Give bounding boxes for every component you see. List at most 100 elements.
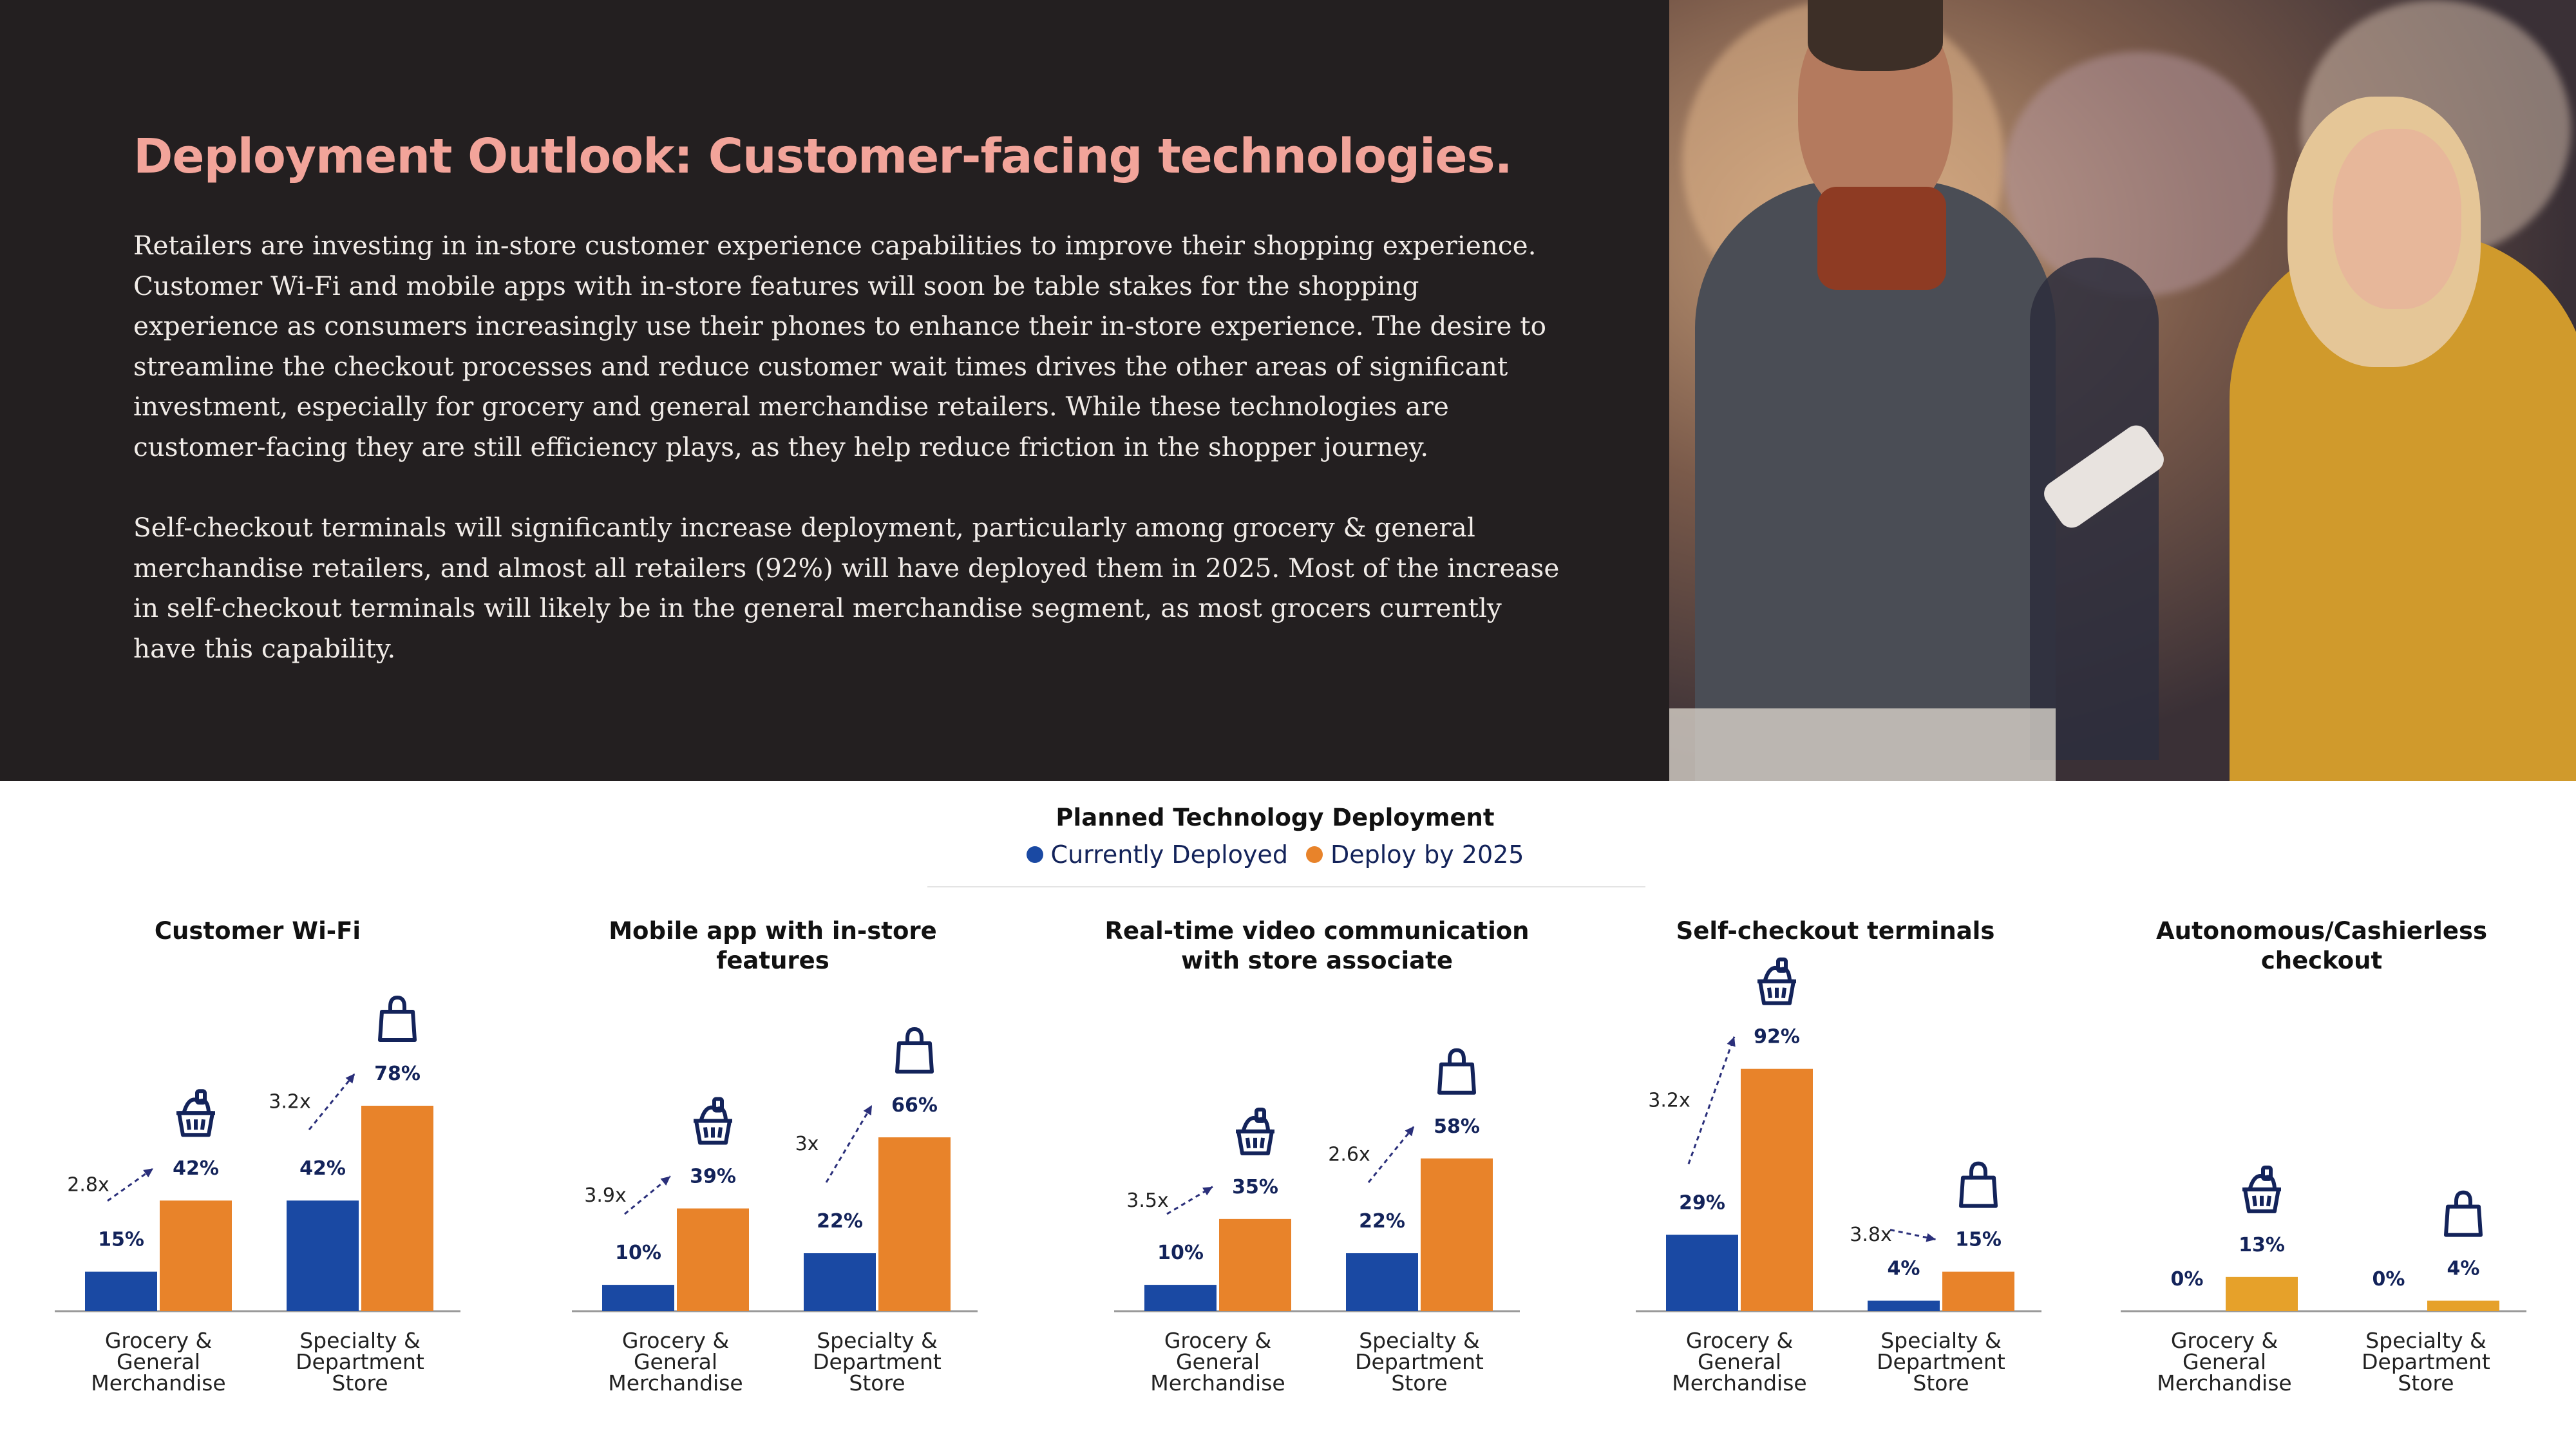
panel-title: Autonomous/Cashierless <box>2156 917 2487 945</box>
category-label: Grocery & <box>1686 1328 1793 1353</box>
shopping-bag-icon <box>378 995 417 1042</box>
shopping-bag-icon <box>1437 1048 1476 1095</box>
category-label: General <box>117 1349 200 1374</box>
category-label: Department <box>1355 1349 1484 1374</box>
bar-deploy <box>1942 1271 2014 1311</box>
value-label-deploy: 39% <box>690 1165 736 1188</box>
basket-icon <box>176 1089 215 1137</box>
category-label: Department <box>2362 1349 2490 1374</box>
value-label-current: 10% <box>615 1242 661 1264</box>
growth-arrowhead <box>863 1105 872 1116</box>
value-label-current: 22% <box>817 1210 863 1233</box>
legend-item-deploy: Deploy by 2025 <box>1305 840 1524 869</box>
category-label: General <box>1176 1349 1260 1374</box>
category-label: Merchandise <box>1150 1370 1285 1396</box>
shopping-bag-icon <box>895 1027 934 1074</box>
value-label-deploy: 35% <box>1232 1176 1278 1198</box>
growth-arrow <box>825 1104 873 1183</box>
shopping-bag-icon <box>1959 1161 1998 1208</box>
growth-multiplier: 3x <box>795 1133 819 1155</box>
growth-arrow <box>1367 1125 1416 1183</box>
growth-arrowhead <box>1727 1036 1736 1047</box>
panel-title: checkout <box>2261 947 2382 974</box>
growth-multiplier: 3.8x <box>1850 1224 1891 1246</box>
category-label: Store <box>1391 1370 1447 1396</box>
category-label: Specialty & <box>1880 1328 2002 1353</box>
legend-divider <box>927 886 1645 887</box>
growth-arrowhead <box>345 1073 355 1084</box>
growth-arrowhead <box>143 1168 153 1178</box>
panel-title: Mobile app with in-store <box>609 917 937 945</box>
growth-multiplier: 2.8x <box>67 1173 109 1196</box>
basket-icon <box>694 1097 732 1145</box>
value-label-deploy: 42% <box>173 1157 219 1180</box>
growth-multiplier: 3.2x <box>269 1091 310 1113</box>
value-label-current: 4% <box>1888 1258 1920 1280</box>
category-label: Merchandise <box>91 1370 225 1396</box>
category-label: Specialty & <box>1359 1328 1480 1353</box>
intro-paragraph: Retailers are investing in in-store cust… <box>133 230 1546 462</box>
legend-label-current: Currently Deployed <box>1050 840 1288 869</box>
legend-label-deploy: Deploy by 2025 <box>1330 840 1524 869</box>
page-title: Deployment Outlook: Customer-facing tech… <box>133 129 1513 184</box>
growth-multiplier: 3.9x <box>584 1184 626 1207</box>
growth-arrow <box>624 1175 671 1215</box>
category-label: General <box>634 1349 717 1374</box>
growth-arrowhead <box>1405 1126 1414 1137</box>
panel-title: with store associate <box>1181 947 1453 974</box>
value-label-deploy: 78% <box>374 1063 421 1085</box>
value-label-deploy: 66% <box>891 1094 938 1117</box>
growth-arrow <box>1687 1036 1736 1164</box>
value-label-deploy: 4% <box>2447 1258 2480 1280</box>
growth-arrow <box>308 1073 356 1131</box>
value-label-current: 29% <box>1679 1191 1725 1214</box>
category-label: Grocery & <box>2171 1328 2278 1353</box>
growth-arrowhead <box>1926 1233 1936 1242</box>
category-label: Store <box>332 1370 388 1396</box>
bar-current <box>1666 1235 1738 1311</box>
chart-title: Planned Technology Deployment <box>1056 804 1495 831</box>
bar-deploy <box>1421 1158 1493 1311</box>
legend-swatch-current <box>1026 846 1043 863</box>
bar-current <box>602 1285 674 1311</box>
bar-deploy <box>160 1200 232 1311</box>
category-label: Merchandise <box>2157 1370 2291 1396</box>
panel-title: Real-time video communication <box>1104 917 1529 945</box>
value-label-current: 42% <box>299 1157 346 1180</box>
hero-panel: Deployment Outlook: Customer-facing tech… <box>0 0 1669 781</box>
category-label: Specialty & <box>2365 1328 2486 1353</box>
category-label: Specialty & <box>817 1328 938 1353</box>
bar-current <box>1346 1253 1418 1311</box>
bar-current <box>287 1200 359 1311</box>
legend-item-current: Currently Deployed <box>1026 840 1288 869</box>
category-label: General <box>1698 1349 1781 1374</box>
category-label: Merchandise <box>608 1370 743 1396</box>
value-label-current: 15% <box>98 1229 144 1251</box>
chart-legend: Currently Deployed Deploy by 2025 <box>805 840 1745 869</box>
value-label-current: 22% <box>1359 1210 1405 1233</box>
legend-swatch-deploy <box>1305 846 1323 863</box>
bar-deploy <box>361 1105 433 1311</box>
growth-arrow <box>107 1167 154 1202</box>
value-label-current: 0% <box>2171 1268 2204 1291</box>
bar-deploy <box>677 1208 749 1311</box>
category-label: Department <box>813 1349 942 1374</box>
category-label: Department <box>1877 1349 2005 1374</box>
value-label-deploy: 15% <box>1955 1229 2002 1251</box>
value-label-deploy: 13% <box>2239 1234 2285 1256</box>
growth-arrowhead <box>660 1176 670 1186</box>
bar-deploy <box>2226 1276 2298 1311</box>
bar-deploy <box>878 1137 951 1311</box>
value-label-deploy: 92% <box>1754 1026 1800 1048</box>
value-label-current: 0% <box>2372 1268 2405 1291</box>
growth-arrowhead <box>1202 1186 1213 1196</box>
shopping-bag-icon <box>2444 1190 2483 1237</box>
value-label-current: 10% <box>1157 1242 1204 1264</box>
bar-current <box>804 1253 876 1311</box>
category-label: General <box>2183 1349 2266 1374</box>
bar-current <box>1144 1285 1217 1311</box>
category-label: Store <box>849 1370 905 1396</box>
category-label: Department <box>296 1349 424 1374</box>
category-label: Grocery & <box>105 1328 212 1353</box>
